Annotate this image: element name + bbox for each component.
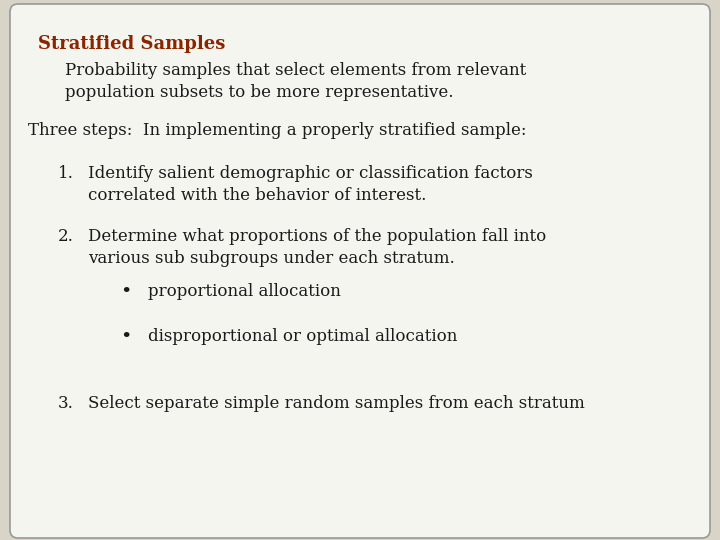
Text: Probability samples that select elements from relevant: Probability samples that select elements… — [65, 62, 526, 79]
Text: proportional allocation: proportional allocation — [148, 283, 341, 300]
Text: various sub subgroups under each stratum.: various sub subgroups under each stratum… — [88, 250, 455, 267]
Text: •: • — [120, 328, 131, 346]
Text: Determine what proportions of the population fall into: Determine what proportions of the popula… — [88, 228, 546, 245]
Text: Select separate simple random samples from each stratum: Select separate simple random samples fr… — [88, 395, 585, 412]
Text: population subsets to be more representative.: population subsets to be more representa… — [65, 84, 454, 101]
Text: disproportional or optimal allocation: disproportional or optimal allocation — [148, 328, 457, 345]
Text: Stratified Samples: Stratified Samples — [38, 35, 225, 53]
Text: correlated with the behavior of interest.: correlated with the behavior of interest… — [88, 187, 426, 204]
Text: Three steps:  In implementing a properly stratified sample:: Three steps: In implementing a properly … — [28, 122, 526, 139]
Text: 1.: 1. — [58, 165, 74, 182]
Text: 2.: 2. — [58, 228, 74, 245]
Text: 3.: 3. — [58, 395, 74, 412]
Text: Identify salient demographic or classification factors: Identify salient demographic or classifi… — [88, 165, 533, 182]
Text: •: • — [120, 283, 131, 301]
FancyBboxPatch shape — [10, 4, 710, 538]
